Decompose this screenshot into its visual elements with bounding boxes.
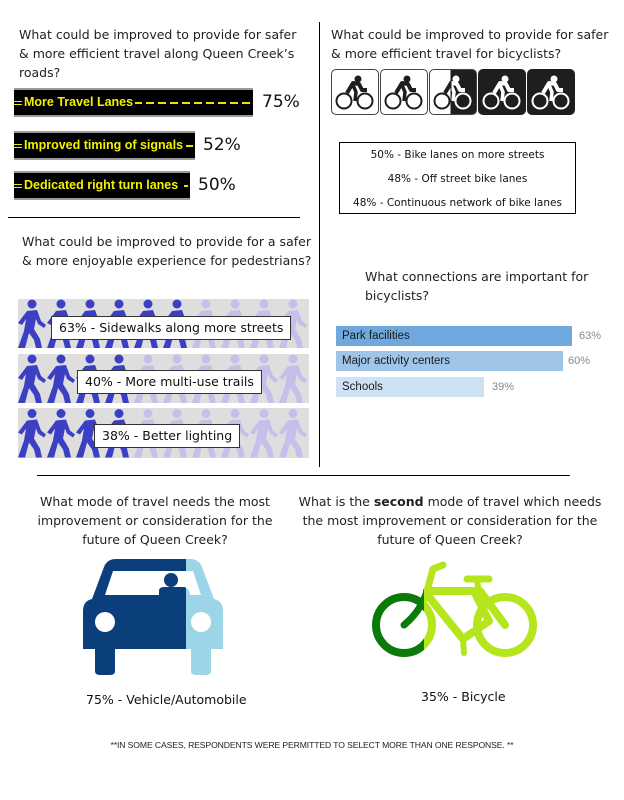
- vertical-divider: [319, 22, 320, 467]
- mode-second-question: What is the second mode of travel which …: [295, 492, 605, 549]
- car-icon: [83, 559, 223, 675]
- horizontal-divider-left: [8, 217, 300, 218]
- horizontal-divider-bottom: [37, 475, 570, 476]
- road-bar-signal-timing: Improved timing of signals: [14, 131, 195, 160]
- bike-icon-scale: [331, 69, 575, 115]
- mode-first-result: 75% - Vehicle/Automobile: [86, 692, 247, 707]
- road-bar-more-travel-lanes: More Travel Lanes: [14, 88, 253, 117]
- road-bar-pct: 52%: [203, 135, 241, 155]
- mode-first-question: What mode of travel needs the most impro…: [37, 494, 273, 547]
- mode-second-result: 35% - Bicycle: [421, 689, 506, 704]
- pedestrian-result-label: 63% - Sidewalks along more streets: [51, 316, 292, 340]
- bicycle-rider-icon-half: [429, 69, 477, 115]
- question-text: mode of travel which needs the most impr…: [302, 494, 602, 547]
- question-text: What is the: [298, 494, 374, 509]
- pedestrian-result-label: 38% - Better lighting: [94, 424, 241, 448]
- bicyclists-question: What could be improved to provide for sa…: [331, 27, 609, 61]
- question-emphasis: second: [373, 494, 424, 509]
- bicyclist-result: 48% - Off street bike lanes: [387, 173, 528, 185]
- bicycle-rider-icon: [478, 69, 526, 115]
- footnote: **IN SOME CASES, RESPONDENTS WERE PERMIT…: [110, 740, 514, 750]
- pedestrian-row-sidewalks: 63% - Sidewalks along more streets: [18, 299, 309, 348]
- connection-bar-pct: 63%: [579, 330, 602, 342]
- pedestrian-row-trails: 40% - More multi-use trails: [18, 354, 309, 403]
- pedestrian-result-label: 40% - More multi-use trails: [77, 370, 262, 394]
- bicycle-rider-icon: [380, 69, 428, 115]
- bicyclist-results-box: 50% - Bike lanes on more streets 48% - O…: [339, 142, 576, 214]
- bicycle-rider-icon: [527, 69, 575, 115]
- bicyclist-result: 50% - Bike lanes on more streets: [370, 149, 545, 161]
- bicycle-icon: [371, 561, 539, 661]
- road-bar-pct: 75%: [262, 92, 300, 112]
- connections-question: What connections are important for bicyc…: [365, 269, 589, 303]
- driver-icon: [159, 573, 190, 595]
- connection-bar-schools: Schools: [336, 377, 484, 397]
- road-bar-label: More Travel Lanes: [22, 95, 136, 110]
- road-bar-right-turn-lanes: Dedicated right turn lanes: [14, 171, 190, 200]
- connection-bar-pct: 39%: [492, 381, 515, 393]
- road-bar-label: Dedicated right turn lanes: [22, 178, 181, 193]
- connection-bar-activity-centers: Major activity centers: [336, 351, 563, 371]
- road-bar-label: Improved timing of signals: [22, 138, 186, 153]
- road-bar-pct: 50%: [198, 175, 236, 195]
- pedestrian-row-lighting: 38% - Better lighting: [18, 408, 309, 458]
- connection-bar-pct: 60%: [568, 355, 591, 367]
- bicyclist-result: 48% - Continuous network of bike lanes: [353, 197, 562, 209]
- connection-bar-park-facilities: Park facilities: [336, 326, 572, 346]
- bicycle-rider-icon: [331, 69, 379, 115]
- roads-question: What could be improved to provide for sa…: [19, 27, 297, 80]
- pedestrians-question: What could be improved to provide for a …: [22, 234, 312, 268]
